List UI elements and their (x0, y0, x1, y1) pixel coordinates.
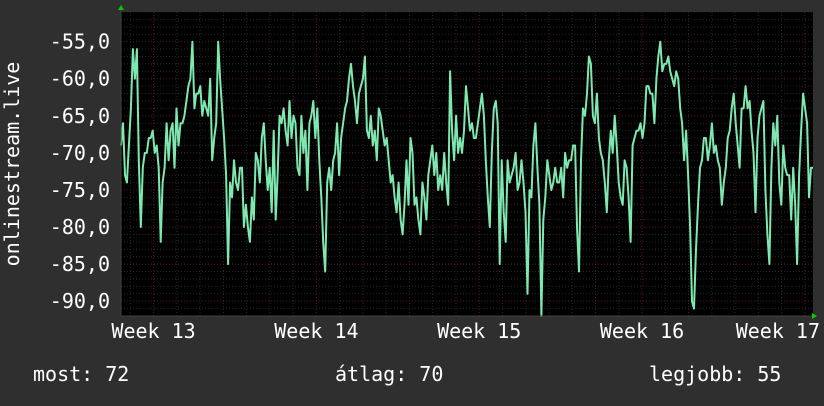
y-axis-label: onlinestream.live (0, 62, 24, 267)
x-tick-label: Week 15 (437, 319, 521, 343)
x-tick-label: Week 13 (111, 319, 195, 343)
best-value: legjobb: 55 (649, 362, 782, 386)
y-tick-label: -65,0 (50, 104, 110, 128)
plot-background (121, 12, 813, 316)
y-tick-label: -60,0 (50, 67, 110, 91)
axes (118, 5, 817, 319)
current-value: most: 72 (33, 362, 130, 386)
x-tick-label: Week 16 (600, 319, 684, 343)
y-tick-label: -55,0 (50, 30, 110, 54)
series-line (120, 40, 813, 317)
y-tick-label: -80,0 (50, 215, 110, 239)
grid (121, 11, 813, 317)
x-tick-labels: Week 13 Week 14 Week 15 Week 16 Week 17 (111, 319, 820, 343)
y-tick-label: -85,0 (50, 252, 110, 276)
series-layer (120, 40, 813, 317)
x-axis-arrow (812, 313, 817, 319)
x-tick-label: Week 14 (274, 319, 358, 343)
y-tick-labels: -55,0 -60,0 -65,0 -70,0 -75,0 -80,0 -85,0 -90,0 (50, 30, 110, 314)
y-axis-arrow (118, 5, 124, 10)
y-tick-label: -75,0 (50, 178, 110, 202)
y-tick-label: -90,0 (50, 289, 110, 313)
x-tick-label: Week 17 (736, 319, 820, 343)
average-value: átlag: 70 (335, 362, 444, 386)
y-tick-label: -70,0 (50, 141, 110, 165)
